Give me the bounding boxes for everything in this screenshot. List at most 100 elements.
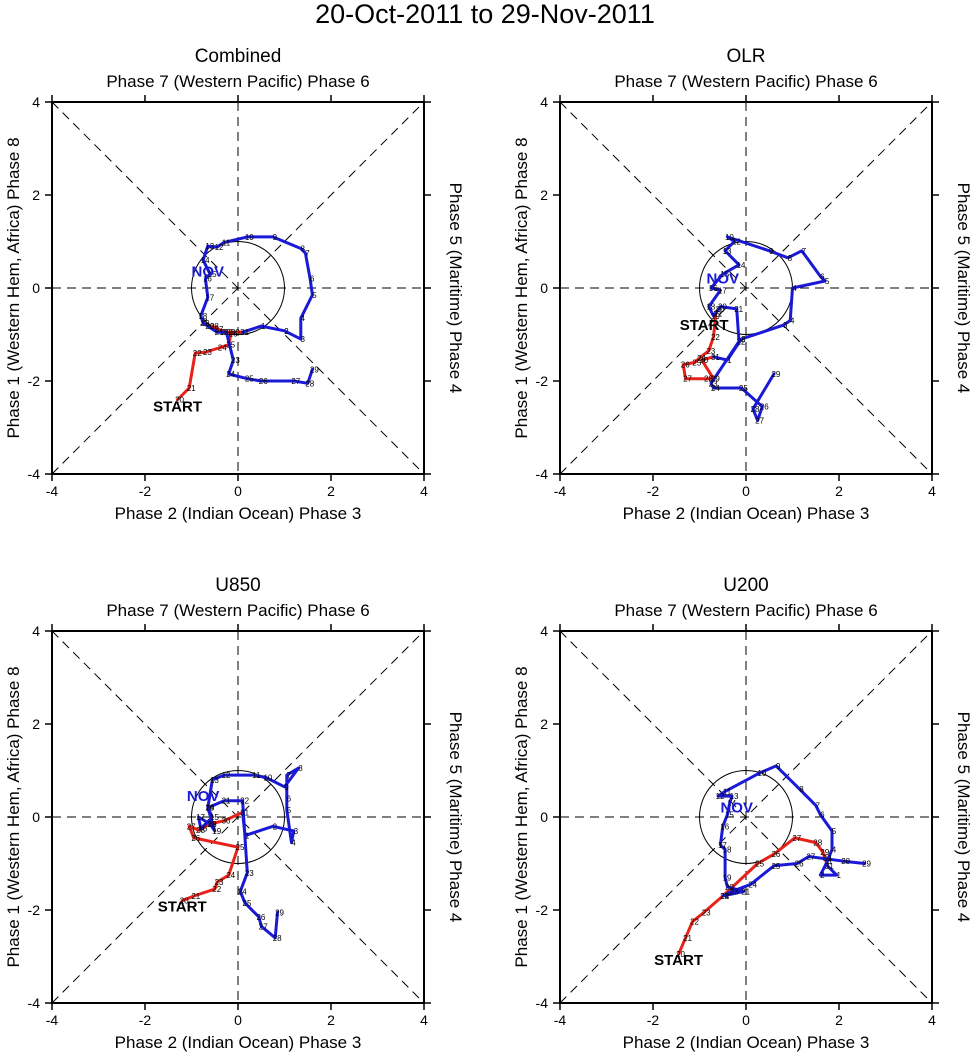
day-label: 21 — [222, 797, 231, 806]
axis-label-left: Phase 1 (Western Hem, Africa) Phase 8 — [512, 137, 531, 438]
day-label: 28 — [813, 839, 822, 848]
day-label: 16 — [720, 822, 729, 831]
day-label: 19 — [711, 312, 720, 321]
day-label: 11 — [723, 787, 732, 796]
day-label: 26 — [771, 850, 780, 859]
axis-label-bottom: Phase 2 (Indian Ocean) Phase 3 — [623, 504, 870, 523]
day-label: 24 — [711, 384, 720, 393]
y-tick-label: -4 — [28, 995, 41, 1011]
day-label: 15 — [720, 270, 729, 279]
day-label: 7 — [287, 771, 292, 780]
day-label: 15 — [208, 270, 217, 279]
day-label: 19 — [723, 873, 732, 882]
start-label: START — [654, 952, 703, 969]
day-label: 20 — [716, 305, 725, 314]
day-label: 2 — [284, 327, 289, 336]
day-label: 4 — [301, 314, 306, 323]
day-label: 17 — [718, 286, 727, 295]
day-label: 3 — [301, 335, 306, 344]
unit-circle — [191, 770, 285, 864]
day-label: 12 — [716, 792, 725, 801]
day-label: 20 — [180, 897, 189, 906]
chart-panel-olr: OLR Phase 7 (Western Pacific) Phase 6 Phas… — [512, 46, 971, 523]
day-label: 4 — [832, 846, 837, 855]
day-label: 21 — [683, 934, 692, 943]
axis-label-top: Phase 7 (Western Pacific) Phase 6 — [106, 72, 369, 91]
series-line-november — [707, 235, 827, 422]
axis-label-right: Phase 5 (Maritime) Phase 4 — [446, 712, 465, 923]
month-label: NOV — [187, 788, 220, 805]
figure-title: 20-Oct-2011 to 29-Nov-2011 — [315, 0, 655, 29]
day-label: 21 — [713, 310, 722, 319]
y-tick-label: 4 — [32, 94, 40, 110]
y-tick-label: 2 — [32, 187, 40, 203]
axis-label-top: Phase 7 (Western Pacific) Phase 6 — [106, 601, 369, 620]
day-label: 10 — [725, 233, 734, 242]
series-line-november — [199, 235, 314, 385]
day-label: 3 — [783, 321, 788, 330]
day-label: 14 — [727, 799, 736, 808]
day-label: 29 — [208, 820, 217, 829]
day-label: 1 — [261, 322, 266, 331]
day-label: 24 — [720, 892, 729, 901]
day-label: 25 — [226, 341, 235, 350]
day-label: 7 — [305, 249, 310, 258]
day-label: 14 — [205, 804, 214, 813]
day-label: 24 — [748, 880, 757, 889]
day-label: 27 — [806, 853, 815, 862]
day-label: 5 — [312, 291, 317, 300]
y-tick-label: 2 — [32, 716, 40, 732]
day-label: 1 — [245, 832, 250, 841]
chart-panel-u850: U850 Phase 7 (Western Pacific) Phase 6 Pha… — [4, 575, 465, 1052]
y-tick-label: 4 — [32, 623, 40, 639]
day-label: 30 — [823, 854, 832, 863]
day-label: 28 — [210, 322, 219, 331]
day-label: 29 — [820, 848, 829, 857]
x-tick-label: 0 — [234, 483, 242, 499]
day-label: 29 — [275, 908, 284, 917]
day-label: 18 — [198, 312, 207, 321]
panel-title: U850 — [215, 575, 260, 596]
day-label: 22 — [690, 918, 699, 927]
day-label: 6 — [820, 811, 825, 820]
x-tick-label: 4 — [928, 1012, 936, 1028]
x-tick-label: -4 — [554, 483, 567, 499]
axis-label-bottom: Phase 2 (Indian Ocean) Phase 3 — [115, 504, 362, 523]
x-tick-label: 4 — [420, 483, 428, 499]
day-label: 12 — [215, 243, 224, 252]
y-tick-label: 0 — [540, 809, 548, 825]
day-label: 12 — [222, 771, 231, 780]
y-tick-label: 0 — [540, 280, 548, 296]
day-label: 8 — [301, 244, 306, 253]
x-tick-label: 0 — [234, 1012, 242, 1028]
day-label: 13 — [205, 242, 214, 251]
day-label: 24 — [226, 370, 235, 379]
day-label: 21 — [191, 892, 200, 901]
day-label: 25 — [692, 358, 701, 367]
x-tick-label: 2 — [835, 1012, 843, 1028]
day-label: 26 — [229, 330, 238, 339]
x-tick-label: 2 — [327, 1012, 335, 1028]
day-label: 6 — [820, 272, 825, 281]
day-label: 24 — [226, 871, 235, 880]
day-label: 27 — [683, 375, 692, 384]
day-label: 15 — [210, 813, 219, 822]
month-label: NOV — [706, 271, 739, 288]
day-label: 21 — [741, 887, 750, 896]
y-tick-label: 2 — [540, 716, 548, 732]
x-tick-label: 4 — [928, 483, 936, 499]
day-label: 11 — [222, 238, 231, 247]
day-label: 10 — [757, 769, 766, 778]
day-label: 21 — [734, 305, 743, 314]
day-label: 25 — [245, 375, 254, 384]
day-label: 20 — [718, 303, 727, 312]
x-tick-label: -2 — [647, 1012, 660, 1028]
day-label: 28 — [704, 375, 713, 384]
y-tick-label: 4 — [540, 94, 548, 110]
day-label: 25 — [755, 860, 764, 869]
day-label: 29 — [310, 365, 319, 374]
day-label: 22 — [224, 328, 233, 337]
unit-circle — [699, 770, 793, 864]
axis-label-bottom: Phase 2 (Indian Ocean) Phase 3 — [115, 1033, 362, 1052]
day-label: 8 — [788, 254, 793, 263]
